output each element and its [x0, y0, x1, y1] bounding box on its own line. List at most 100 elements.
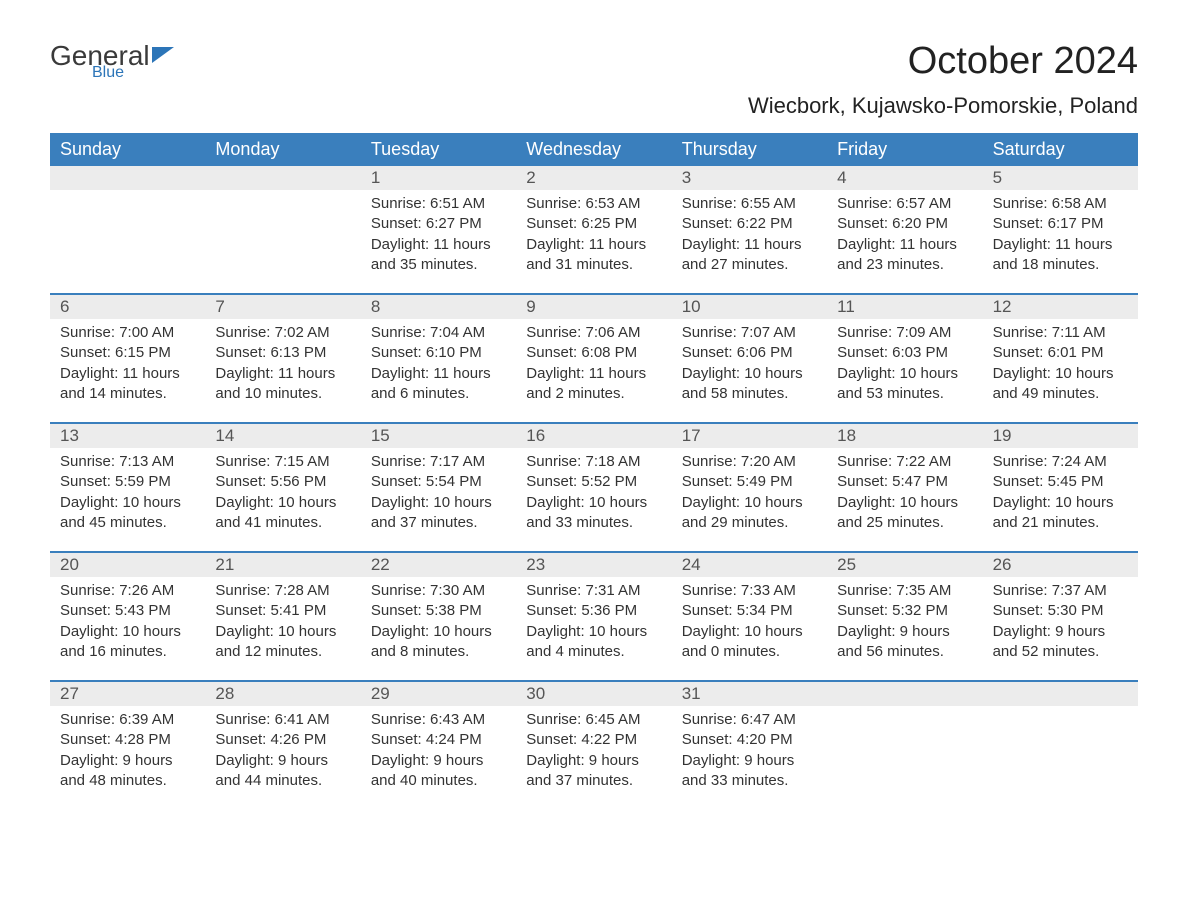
daylight-line-2: and 41 minutes.	[215, 513, 350, 533]
sunset-line: Sunset: 6:22 PM	[682, 214, 817, 234]
day-header-wednesday: Wednesday	[516, 133, 671, 166]
sunset-line: Sunset: 6:25 PM	[526, 214, 661, 234]
sunset-line: Sunset: 5:45 PM	[993, 472, 1128, 492]
week-row: 6789101112Sunrise: 7:00 AMSunset: 6:15 P…	[50, 293, 1138, 422]
daynum-row: 20212223242526	[50, 553, 1138, 577]
daylight-line-1: Daylight: 11 hours	[215, 364, 350, 384]
day-cell: Sunrise: 7:06 AMSunset: 6:08 PMDaylight:…	[516, 319, 671, 422]
day-number	[50, 166, 205, 190]
daylight-line-1: Daylight: 9 hours	[993, 622, 1128, 642]
daylight-line-1: Daylight: 9 hours	[60, 751, 195, 771]
day-number: 1	[361, 166, 516, 190]
daylight-line-2: and 14 minutes.	[60, 384, 195, 404]
calendar-table: Sunday Monday Tuesday Wednesday Thursday…	[50, 133, 1138, 809]
daylight-line-1: Daylight: 11 hours	[682, 235, 817, 255]
sunrise-line: Sunrise: 7:22 AM	[837, 452, 972, 472]
daylight-line-1: Daylight: 10 hours	[371, 622, 506, 642]
day-number: 14	[205, 424, 360, 448]
sunrise-line: Sunrise: 7:35 AM	[837, 581, 972, 601]
sunrise-line: Sunrise: 7:07 AM	[682, 323, 817, 343]
day-number: 19	[983, 424, 1138, 448]
day-cell: Sunrise: 6:55 AMSunset: 6:22 PMDaylight:…	[672, 190, 827, 293]
daylight-line-2: and 16 minutes.	[60, 642, 195, 662]
sunset-line: Sunset: 5:52 PM	[526, 472, 661, 492]
sunrise-line: Sunrise: 6:53 AM	[526, 194, 661, 214]
sunrise-line: Sunrise: 7:17 AM	[371, 452, 506, 472]
daylight-line-1: Daylight: 11 hours	[526, 364, 661, 384]
daylight-line-2: and 10 minutes.	[215, 384, 350, 404]
day-cell: Sunrise: 7:24 AMSunset: 5:45 PMDaylight:…	[983, 448, 1138, 551]
daylight-line-1: Daylight: 10 hours	[682, 622, 817, 642]
day-number: 15	[361, 424, 516, 448]
day-number: 8	[361, 295, 516, 319]
day-number	[205, 166, 360, 190]
sunrise-line: Sunrise: 6:43 AM	[371, 710, 506, 730]
day-number: 23	[516, 553, 671, 577]
day-cell: Sunrise: 7:22 AMSunset: 5:47 PMDaylight:…	[827, 448, 982, 551]
daylight-line-2: and 23 minutes.	[837, 255, 972, 275]
day-cell: Sunrise: 6:45 AMSunset: 4:22 PMDaylight:…	[516, 706, 671, 809]
day-header-sunday: Sunday	[50, 133, 205, 166]
location-subtitle: Wiecbork, Kujawsko-Pomorskie, Poland	[748, 93, 1138, 119]
sunrise-line: Sunrise: 7:26 AM	[60, 581, 195, 601]
daylight-line-1: Daylight: 9 hours	[837, 622, 972, 642]
sunset-line: Sunset: 5:43 PM	[60, 601, 195, 621]
day-cell: Sunrise: 7:18 AMSunset: 5:52 PMDaylight:…	[516, 448, 671, 551]
sunrise-line: Sunrise: 6:39 AM	[60, 710, 195, 730]
sunrise-line: Sunrise: 7:15 AM	[215, 452, 350, 472]
day-number: 24	[672, 553, 827, 577]
sunrise-line: Sunrise: 6:51 AM	[371, 194, 506, 214]
sunset-line: Sunset: 5:30 PM	[993, 601, 1128, 621]
sunset-line: Sunset: 5:59 PM	[60, 472, 195, 492]
day-number: 9	[516, 295, 671, 319]
daylight-line-2: and 33 minutes.	[682, 771, 817, 791]
week-row: 2728293031Sunrise: 6:39 AMSunset: 4:28 P…	[50, 680, 1138, 809]
sunset-line: Sunset: 5:36 PM	[526, 601, 661, 621]
page-header: General Blue October 2024 Wiecbork, Kuja…	[50, 40, 1138, 119]
daylight-line-2: and 12 minutes.	[215, 642, 350, 662]
day-cell	[827, 706, 982, 809]
day-cell: Sunrise: 6:47 AMSunset: 4:20 PMDaylight:…	[672, 706, 827, 809]
day-header-friday: Friday	[827, 133, 982, 166]
sunrise-line: Sunrise: 7:11 AM	[993, 323, 1128, 343]
day-number: 16	[516, 424, 671, 448]
day-body-row: Sunrise: 6:39 AMSunset: 4:28 PMDaylight:…	[50, 706, 1138, 809]
day-cell: Sunrise: 7:04 AMSunset: 6:10 PMDaylight:…	[361, 319, 516, 422]
day-cell: Sunrise: 7:17 AMSunset: 5:54 PMDaylight:…	[361, 448, 516, 551]
sunrise-line: Sunrise: 6:47 AM	[682, 710, 817, 730]
sunset-line: Sunset: 6:27 PM	[371, 214, 506, 234]
daylight-line-2: and 27 minutes.	[682, 255, 817, 275]
day-cell: Sunrise: 7:09 AMSunset: 6:03 PMDaylight:…	[827, 319, 982, 422]
day-number: 6	[50, 295, 205, 319]
sunrise-line: Sunrise: 7:09 AM	[837, 323, 972, 343]
daylight-line-2: and 40 minutes.	[371, 771, 506, 791]
daylight-line-2: and 31 minutes.	[526, 255, 661, 275]
sunset-line: Sunset: 6:03 PM	[837, 343, 972, 363]
day-cell: Sunrise: 7:00 AMSunset: 6:15 PMDaylight:…	[50, 319, 205, 422]
daylight-line-2: and 33 minutes.	[526, 513, 661, 533]
sunrise-line: Sunrise: 7:18 AM	[526, 452, 661, 472]
day-number: 30	[516, 682, 671, 706]
daylight-line-2: and 37 minutes.	[371, 513, 506, 533]
week-row: 13141516171819Sunrise: 7:13 AMSunset: 5:…	[50, 422, 1138, 551]
sunset-line: Sunset: 5:47 PM	[837, 472, 972, 492]
daylight-line-2: and 6 minutes.	[371, 384, 506, 404]
day-cell: Sunrise: 7:11 AMSunset: 6:01 PMDaylight:…	[983, 319, 1138, 422]
day-body-row: Sunrise: 7:13 AMSunset: 5:59 PMDaylight:…	[50, 448, 1138, 551]
daylight-line-1: Daylight: 11 hours	[371, 235, 506, 255]
day-number: 31	[672, 682, 827, 706]
day-number: 28	[205, 682, 360, 706]
daylight-line-1: Daylight: 11 hours	[993, 235, 1128, 255]
daylight-line-2: and 25 minutes.	[837, 513, 972, 533]
daynum-row: 6789101112	[50, 295, 1138, 319]
month-title: October 2024	[748, 40, 1138, 83]
daylight-line-2: and 45 minutes.	[60, 513, 195, 533]
day-cell: Sunrise: 7:37 AMSunset: 5:30 PMDaylight:…	[983, 577, 1138, 680]
week-row: 20212223242526Sunrise: 7:26 AMSunset: 5:…	[50, 551, 1138, 680]
logo: General Blue	[50, 40, 174, 82]
day-cell: Sunrise: 7:30 AMSunset: 5:38 PMDaylight:…	[361, 577, 516, 680]
day-number: 21	[205, 553, 360, 577]
sunrise-line: Sunrise: 7:30 AM	[371, 581, 506, 601]
day-cell: Sunrise: 7:28 AMSunset: 5:41 PMDaylight:…	[205, 577, 360, 680]
day-number: 17	[672, 424, 827, 448]
